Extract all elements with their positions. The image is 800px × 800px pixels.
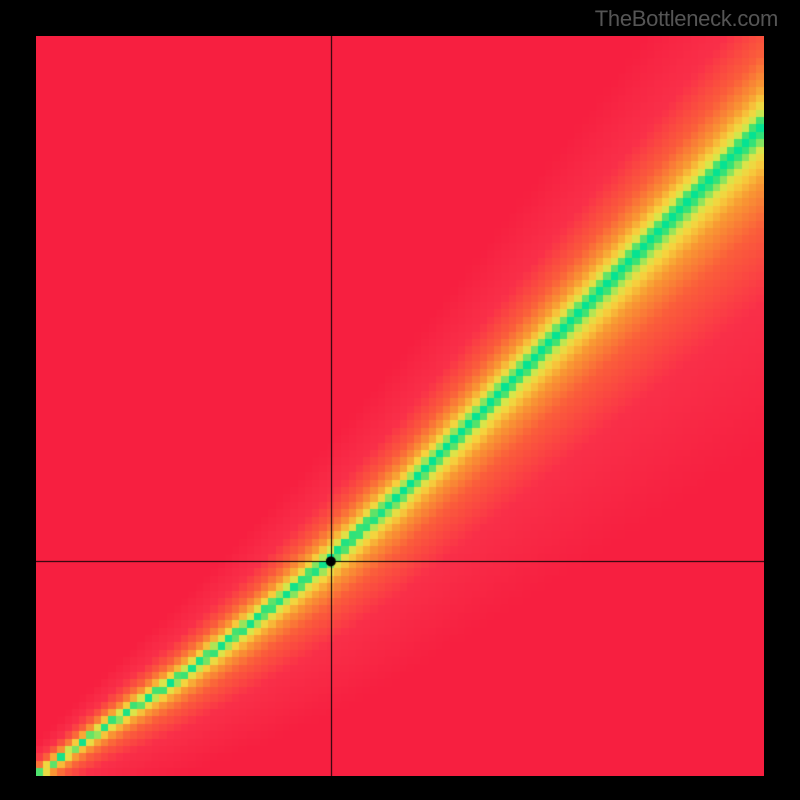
watermark-text: TheBottleneck.com	[595, 6, 778, 32]
chart-container: TheBottleneck.com	[0, 0, 800, 800]
heatmap-plot	[36, 36, 764, 776]
heatmap-canvas	[36, 36, 764, 776]
